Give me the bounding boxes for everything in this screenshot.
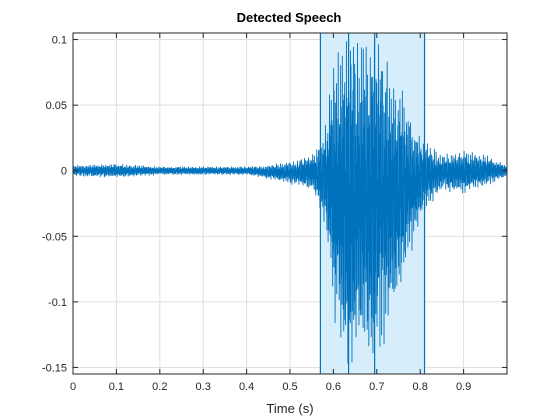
x-axis-label: Time (s) [266,401,313,416]
x-tick-label-0: 0 [70,381,76,393]
y-tick-label-0: -0.15 [42,362,67,374]
x-axis-ticks: 0 0.1 0.2 0.3 0.4 0.5 0.6 0.7 0.8 0.9 [70,33,471,393]
chart-title: Detected Speech [237,10,342,25]
waveform-line [72,41,508,364]
y-axis-ticks: -0.15 -0.1 -0.05 0 0.05 0.1 [42,35,507,374]
y-tick-label-4: 0.05 [46,100,67,112]
x-tick-label-9: 0.9 [456,381,471,393]
y-tick-label-2: -0.05 [42,231,67,243]
y-tick-label-1: -0.1 [48,297,67,309]
x-tick-label-6: 0.6 [326,381,341,393]
y-tick-label-5: 0.1 [52,35,67,47]
y-tick-label-3: 0 [61,166,67,178]
x-tick-label-1: 0.1 [109,381,124,393]
x-tick-label-7: 0.7 [369,381,384,393]
x-tick-label-8: 0.8 [413,381,428,393]
grid-lines [72,33,507,374]
series-layer [72,41,508,364]
x-tick-label-2: 0.2 [152,381,167,393]
x-tick-label-3: 0.3 [196,381,211,393]
x-tick-label-4: 0.4 [239,381,254,393]
x-tick-label-5: 0.5 [282,381,297,393]
